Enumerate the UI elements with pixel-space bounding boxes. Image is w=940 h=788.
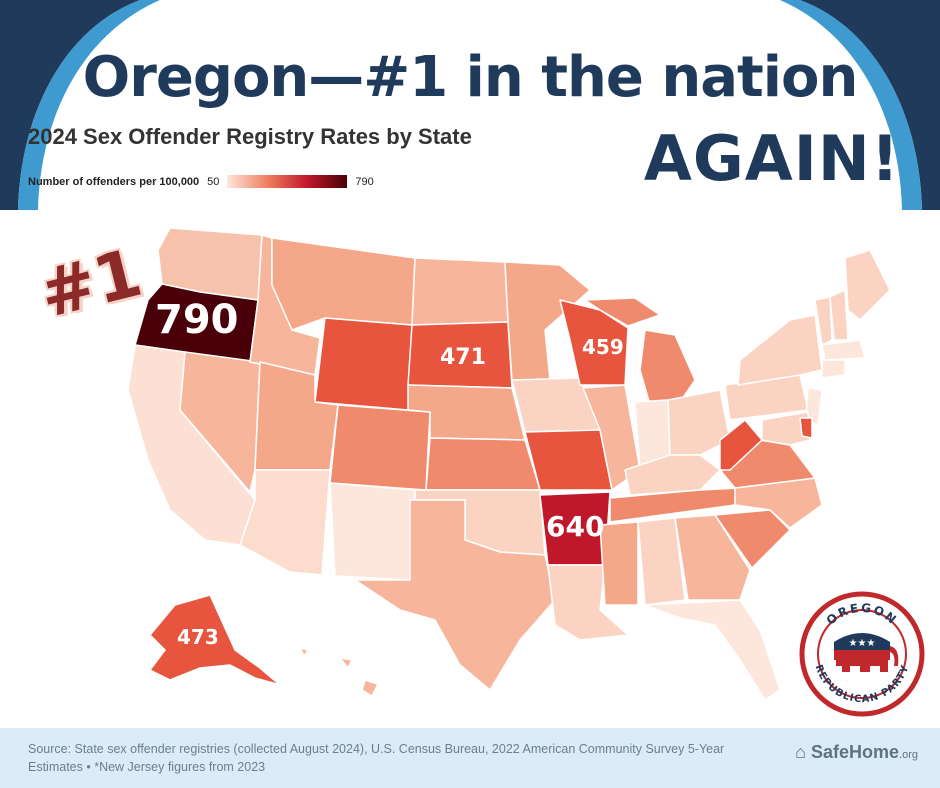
state-michigan-upper <box>584 297 661 327</box>
right-swoosh-light <box>780 0 922 210</box>
state-alabama <box>637 517 686 606</box>
state-missouri <box>524 429 613 491</box>
state-massachusetts <box>821 339 866 361</box>
state-southcarolina <box>714 509 791 569</box>
state-arizona <box>239 469 331 576</box>
state-georgia <box>674 514 751 601</box>
state-newhampshire <box>829 289 849 341</box>
state-mississippi <box>599 521 639 606</box>
arkansas-value: 640 <box>546 510 605 543</box>
state-maryland <box>761 411 811 446</box>
left-swoosh-light <box>18 0 160 210</box>
legend: Number of offenders per 100,000 50 790 <box>28 175 374 188</box>
state-vermont <box>814 296 833 346</box>
right-swoosh <box>800 0 940 210</box>
logo-stars: ★★★ <box>849 638 876 649</box>
state-maine <box>844 249 891 321</box>
brand: ⌂ SafeHome.org <box>795 742 918 763</box>
party-logo: OREGON REPUBLICAN PARTY ★★★ <box>799 591 925 717</box>
state-florida <box>644 599 781 701</box>
state-iowa <box>511 377 601 433</box>
state-pennsylvania <box>724 374 809 421</box>
legend-label: Number of offenders per 100,000 <box>28 175 200 188</box>
wisconsin-value: 459 <box>582 335 624 359</box>
state-kansas <box>425 437 541 491</box>
brand-suffix: .org <box>899 749 918 761</box>
legend-max: 790 <box>355 175 374 188</box>
brand-name: SafeHome <box>811 742 900 762</box>
state-delaware <box>799 417 813 439</box>
legend-gradient <box>227 175 348 188</box>
oregon-value: 790 <box>155 297 239 343</box>
state-newjersey <box>805 387 823 426</box>
state-newmexico <box>329 482 416 581</box>
state-connecticut <box>821 359 846 379</box>
state-illinois <box>582 384 641 491</box>
state-nevada <box>179 351 261 493</box>
state-ohio <box>667 389 731 456</box>
state-newyork <box>737 314 823 386</box>
state-hawaii <box>299 647 379 697</box>
state-westvirginia <box>719 419 763 471</box>
chart-subtitle: 2024 Sex Offender Registry Rates by Stat… <box>28 124 472 149</box>
headline: Oregon—#1 in the nation <box>82 45 859 110</box>
state-colorado <box>329 404 431 491</box>
footer: Source: State sex offender registries (c… <box>0 728 940 788</box>
state-montana <box>271 237 416 331</box>
left-swoosh <box>0 0 140 210</box>
state-minnesota <box>504 261 591 381</box>
legend-min: 50 <box>207 175 220 188</box>
state-wyoming <box>314 317 413 411</box>
source-note: Source: State sex offender registries (c… <box>28 742 725 774</box>
state-texas <box>354 499 556 691</box>
southdakota-value: 471 <box>440 345 486 370</box>
alaska-value: 473 <box>177 625 219 649</box>
elephant-icon: ★★★ <box>834 633 899 672</box>
state-alaska <box>149 594 281 686</box>
state-northdakota <box>411 257 509 326</box>
home-icon: ⌂ <box>795 742 806 762</box>
state-michigan <box>639 329 696 406</box>
again-text: AGAIN! <box>643 122 900 195</box>
